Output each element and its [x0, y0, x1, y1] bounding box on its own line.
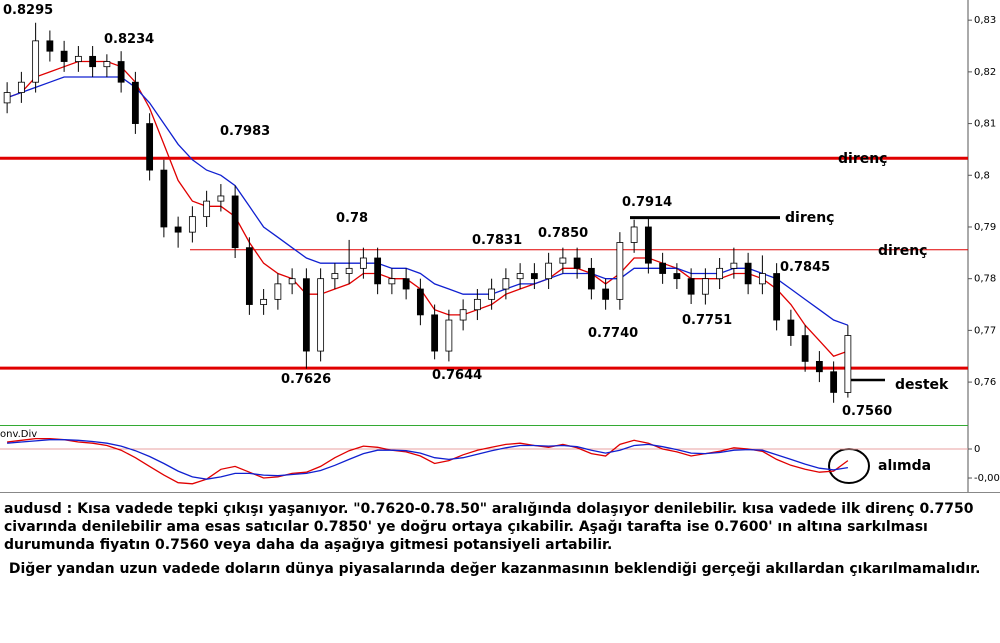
y-tick-label: 0: [974, 444, 980, 455]
price-label: 0.78: [336, 211, 368, 226]
y-tick-label: 0,79: [974, 222, 996, 233]
candle-body: [317, 278, 325, 352]
y-tick-label: 0,78: [974, 274, 996, 285]
candle-body: [174, 226, 182, 233]
candle-body: [217, 195, 225, 202]
candle-body: [716, 267, 724, 280]
candle-body: [60, 50, 68, 62]
candle-body: [545, 262, 553, 280]
indicator-note: alımda: [878, 458, 931, 474]
candle-body: [345, 267, 353, 274]
commentary: audusd : Kısa vadede tepki çıkışı yaşanı…: [4, 500, 994, 584]
paragraph: Diğer yandan uzun vadede doların dünya p…: [4, 561, 981, 577]
candle-body: [32, 40, 40, 83]
level-label: direnç: [838, 151, 888, 167]
candle-body: [687, 278, 695, 295]
candle-body: [459, 309, 467, 321]
candle-body: [701, 278, 709, 295]
candle-body: [801, 335, 809, 362]
level-label: direnç: [878, 243, 928, 259]
candle-body: [402, 278, 410, 290]
candle-body: [431, 314, 439, 352]
candle-body: [630, 226, 638, 243]
candle-body: [231, 195, 239, 249]
candle-body: [502, 278, 510, 290]
candle-body: [302, 278, 310, 352]
candle-body: [516, 273, 524, 280]
candle-body: [260, 298, 268, 305]
candle-body: [744, 262, 752, 285]
candle-body: [616, 242, 624, 300]
candle-body: [3, 92, 11, 104]
candle-body: [89, 55, 97, 68]
candle-body: [274, 283, 282, 300]
candle-body: [559, 257, 567, 264]
candle-body: [730, 262, 738, 269]
candle-body: [17, 81, 25, 93]
indicator-line: [6, 76, 849, 326]
indicator-title: onv.Div: [0, 429, 37, 440]
candle-body: [388, 278, 396, 285]
candle-body: [374, 257, 382, 285]
candle-body: [288, 278, 296, 285]
price-label: 0.7560: [842, 404, 892, 419]
candle-body: [815, 361, 823, 373]
candle-body: [46, 40, 54, 52]
candle-body: [573, 257, 581, 269]
price-label: 0.7831: [472, 233, 522, 248]
candle-body: [659, 262, 667, 274]
candle-body: [245, 247, 253, 305]
level-label: direnç: [785, 210, 835, 226]
highlight-circle: [828, 448, 870, 484]
candle-body: [673, 273, 681, 280]
candle-body: [644, 226, 652, 264]
y-tick-label: 0,76: [974, 377, 996, 388]
candle-body: [359, 257, 367, 269]
price-label: 0.7740: [588, 326, 638, 341]
price-label: 0.7914: [622, 195, 672, 210]
candle-body: [117, 61, 125, 83]
price-label: 0.8234: [104, 32, 154, 47]
level-label: destek: [895, 377, 949, 393]
price-label: 0.7845: [780, 260, 830, 275]
y-tick-label: 0,77: [974, 325, 996, 336]
y-tick-label: 0,81: [974, 119, 996, 130]
price-label: 0.7983: [220, 124, 270, 139]
price-label: 0.7751: [682, 313, 732, 328]
candle-body: [146, 123, 154, 171]
candle-body: [416, 288, 424, 316]
y-tick-label: 0,83: [974, 15, 996, 26]
indicator-line: [7, 437, 849, 485]
candle-body: [587, 267, 595, 290]
chart: 0,83 0,82 0,81 0,8 0,79 0,78 0,77 0,76 direnç dir…: [0, 0, 1000, 493]
candle-body: [830, 371, 838, 393]
candle-body: [160, 169, 168, 228]
candle-body: [103, 61, 111, 68]
candle-body: [773, 273, 781, 321]
candle-body: [602, 288, 610, 300]
price-label: 0.8295: [3, 3, 53, 18]
price-label: 0.7626: [281, 372, 331, 387]
indicator-line: [7, 439, 849, 480]
y-tick-label: 0,8: [974, 170, 990, 181]
candle-body: [787, 319, 795, 336]
price-label: 0.7850: [538, 226, 588, 241]
candle-body: [203, 200, 211, 218]
price-label: 0.7644: [432, 368, 482, 383]
candle-body: [844, 335, 852, 393]
candle-body: [530, 273, 538, 280]
y-tick-label: -0,005: [974, 473, 1000, 484]
candle-body: [131, 81, 139, 124]
candle-body: [74, 55, 82, 62]
y-tick-label: 0,82: [974, 67, 996, 78]
paragraph: audusd : Kısa vadede tepki çıkışı yaşanı…: [4, 501, 979, 553]
candle-body: [188, 216, 196, 233]
candle-body: [445, 319, 453, 352]
candle-body: [473, 298, 481, 311]
candle-body: [331, 273, 339, 280]
candle-body: [758, 273, 766, 285]
candle-body: [488, 288, 496, 300]
